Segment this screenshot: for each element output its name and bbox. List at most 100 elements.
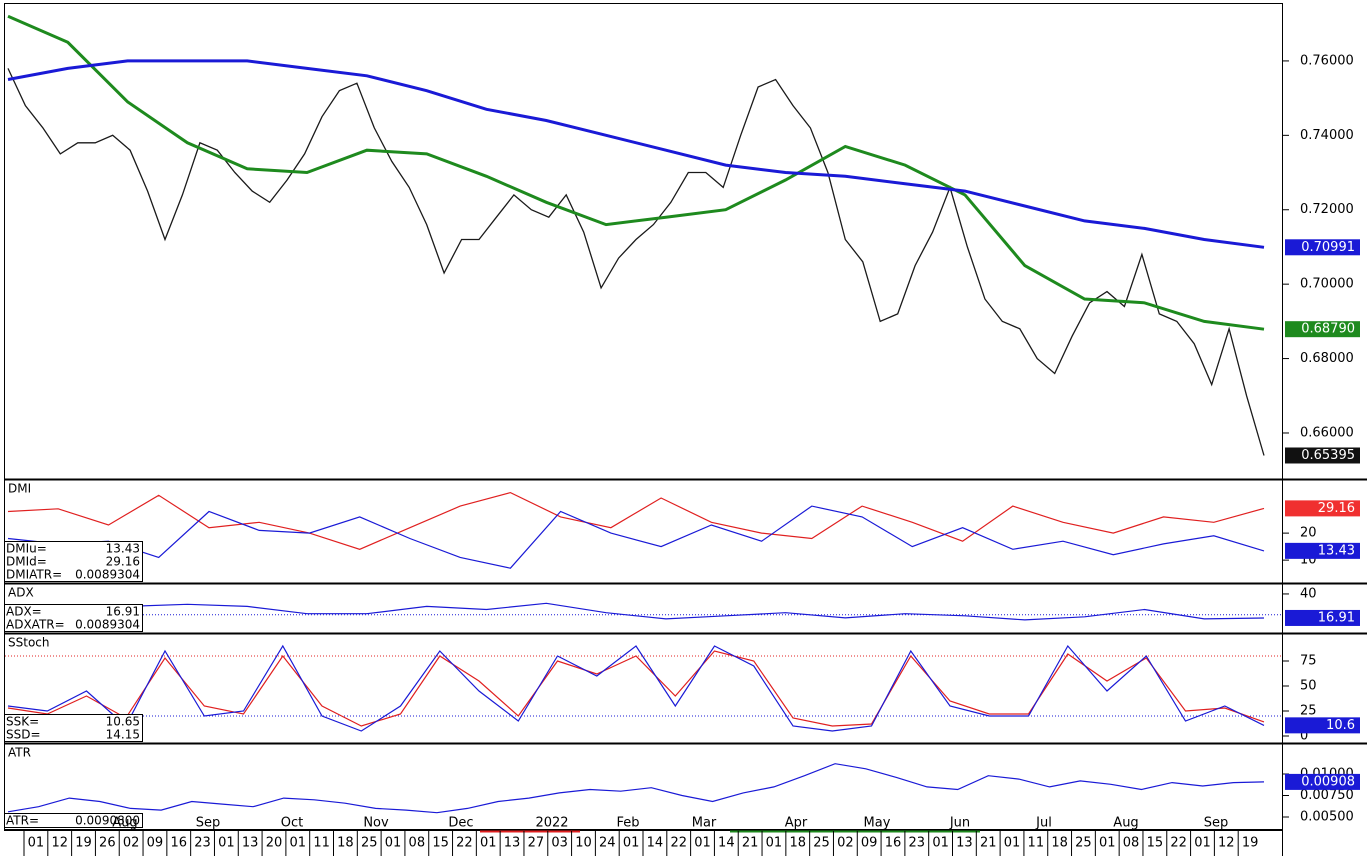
last-value-label: 0.68790 bbox=[1301, 322, 1355, 337]
readout-name: DMId= bbox=[6, 555, 47, 569]
month-label: Jul bbox=[1035, 816, 1052, 831]
y-tick-label: 25 bbox=[1300, 704, 1317, 719]
day-label: 23 bbox=[909, 836, 926, 851]
frame bbox=[4, 3, 1283, 830]
day-label: 08 bbox=[409, 836, 426, 851]
day-label: 22 bbox=[456, 836, 473, 851]
panel-title: ATR bbox=[8, 746, 31, 760]
day-label: 20 bbox=[266, 836, 283, 851]
day-label: 09 bbox=[147, 836, 164, 851]
readout-name: DMIu= bbox=[6, 542, 47, 556]
day-label: 19 bbox=[75, 836, 92, 851]
readout-value: 14.15 bbox=[106, 728, 140, 742]
last-value-box bbox=[1285, 773, 1360, 790]
series-line bbox=[7, 59, 1265, 249]
y-tick-label: 0.68000 bbox=[1300, 351, 1354, 366]
series-group bbox=[7, 491, 1265, 569]
month-label: Aug bbox=[112, 816, 137, 831]
day-label: 01 bbox=[694, 836, 711, 851]
day-label: 18 bbox=[789, 836, 806, 851]
readout-name: SSK= bbox=[6, 715, 39, 729]
series-line bbox=[7, 644, 1265, 732]
day-label: 13 bbox=[956, 836, 973, 851]
last-value-label: 16.91 bbox=[1318, 610, 1355, 625]
day-label: 01 bbox=[1099, 836, 1116, 851]
day-label: 27 bbox=[528, 836, 545, 851]
series-line bbox=[7, 602, 1265, 621]
day-label: 01 bbox=[1194, 836, 1211, 851]
day-label: 19 bbox=[1242, 836, 1259, 851]
month-label: Oct bbox=[281, 816, 303, 831]
day-label: 25 bbox=[813, 836, 830, 851]
day-label: 11 bbox=[313, 836, 330, 851]
month-label: Mar bbox=[692, 816, 717, 831]
readout-value: 10.65 bbox=[106, 715, 140, 729]
readout-value: 0.0089304 bbox=[75, 568, 140, 582]
series-line bbox=[7, 14, 1265, 331]
last-value-label: 0.00908 bbox=[1301, 774, 1355, 789]
day-label: 12 bbox=[1218, 836, 1235, 851]
series-group bbox=[7, 602, 1265, 621]
day-label: 01 bbox=[385, 836, 402, 851]
y-tick-label: 75 bbox=[1300, 654, 1317, 669]
day-label: 26 bbox=[99, 836, 116, 851]
day-label: 13 bbox=[242, 836, 259, 851]
day-label: 21 bbox=[742, 836, 759, 851]
y-tick-label: 0.72000 bbox=[1300, 202, 1354, 217]
month-label: Apr bbox=[785, 816, 808, 831]
day-label: 25 bbox=[361, 836, 378, 851]
month-label: Nov bbox=[363, 816, 389, 831]
series-line bbox=[7, 491, 1265, 550]
day-label: 08 bbox=[1123, 836, 1140, 851]
day-label: 16 bbox=[885, 836, 902, 851]
readout-value: 13.43 bbox=[106, 542, 140, 556]
day-label: 01 bbox=[218, 836, 235, 851]
readout-value: 16.91 bbox=[106, 605, 140, 619]
day-label: 13 bbox=[504, 836, 521, 851]
readout-value: 29.16 bbox=[106, 555, 140, 569]
y-tick-label: 0.70000 bbox=[1300, 277, 1354, 292]
readout-name: SSD= bbox=[6, 728, 41, 742]
day-label: 24 bbox=[599, 836, 616, 851]
readout-box bbox=[4, 714, 143, 742]
readout-box bbox=[4, 813, 143, 828]
y-tick-label: 0.00750 bbox=[1300, 788, 1354, 803]
series-line bbox=[7, 763, 1265, 814]
day-label: 12 bbox=[51, 836, 68, 851]
panel-title: ADX bbox=[8, 586, 34, 600]
day-label: 01 bbox=[932, 836, 949, 851]
month-label: Jun bbox=[949, 816, 970, 831]
month-label: Feb bbox=[616, 816, 639, 831]
series-line bbox=[7, 505, 1265, 569]
last-value-box bbox=[1285, 609, 1360, 626]
y-tick-label: 0 bbox=[1300, 729, 1308, 744]
day-label: 18 bbox=[337, 836, 354, 851]
day-label: 21 bbox=[980, 836, 997, 851]
series-group bbox=[7, 644, 1265, 732]
day-label: 18 bbox=[1051, 836, 1068, 851]
y-tick-label: 40 bbox=[1300, 586, 1317, 601]
y-tick-label: 20 bbox=[1300, 526, 1317, 541]
month-label: Dec bbox=[448, 816, 473, 831]
day-label: 01 bbox=[1004, 836, 1021, 851]
panel-title: SStoch bbox=[8, 636, 49, 650]
day-label: 25 bbox=[1075, 836, 1092, 851]
y-tick-label: 50 bbox=[1300, 679, 1317, 694]
y-tick-label: 0.74000 bbox=[1300, 128, 1354, 143]
day-label: 09 bbox=[861, 836, 878, 851]
day-label: 01 bbox=[28, 836, 45, 851]
y-tick-label: 0.66000 bbox=[1300, 425, 1354, 440]
last-value-label: 10.6 bbox=[1326, 718, 1355, 733]
last-value-box bbox=[1285, 542, 1360, 559]
day-label: 02 bbox=[123, 836, 140, 851]
last-value-label: 0.65395 bbox=[1301, 448, 1355, 463]
day-label: 01 bbox=[480, 836, 497, 851]
day-label: 14 bbox=[718, 836, 735, 851]
readout-value: 0.0089304 bbox=[75, 618, 140, 632]
panel-title: DMI bbox=[8, 482, 31, 496]
last-value-label: 0.70991 bbox=[1301, 240, 1355, 255]
series-group bbox=[7, 14, 1265, 456]
last-value-box bbox=[1285, 717, 1360, 734]
series-group bbox=[7, 763, 1265, 814]
readout-box bbox=[4, 604, 143, 632]
